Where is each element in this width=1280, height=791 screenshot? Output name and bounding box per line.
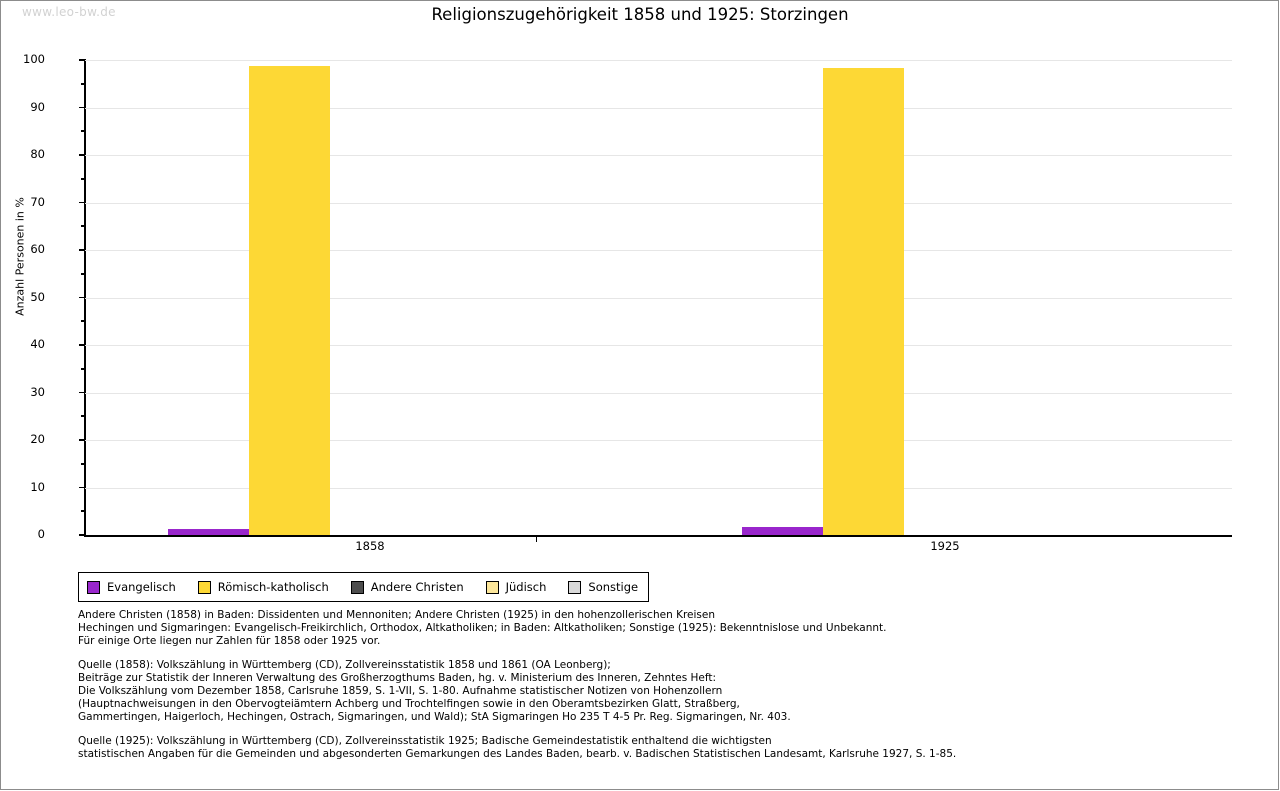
x-tick-label-1858: 1858: [355, 539, 385, 553]
y-axis-minor-tick: [81, 415, 85, 418]
y-axis-minor-tick: [81, 177, 85, 180]
footnote-block-1: Andere Christen (1858) in Baden: Disside…: [78, 609, 1228, 648]
y-axis-major-tick: [79, 344, 85, 346]
y-axis-major-tick: [79, 296, 85, 299]
gridline: [85, 202, 1232, 204]
y-axis-major-tick: [79, 439, 85, 441]
gridline: [85, 345, 1232, 346]
footnotes: Andere Christen (1858) in Baden: Disside…: [78, 609, 1228, 772]
chart-legend: Evangelisch Römisch-katholisch Andere Chri…: [78, 572, 650, 602]
gridline: [85, 155, 1232, 156]
gridline: [85, 297, 1232, 299]
footnote-line: Andere Christen (1858) in Baden: Disside…: [78, 609, 715, 621]
plot-area: [79, 59, 1232, 536]
y-tick-label: 20: [30, 432, 45, 446]
legend-item-evangelisch[interactable]: Evangelisch: [87, 580, 176, 594]
y-axis-major-tick: [79, 154, 85, 156]
y-tick-label: 40: [30, 337, 45, 351]
gridline: [85, 392, 1232, 394]
y-tick-label: 10: [30, 479, 45, 494]
bar-1858-evangelisch[interactable]: [167, 529, 249, 535]
y-axis-label: Anzahl Personen in %: [13, 197, 27, 316]
y-tick-label: 100: [23, 52, 45, 66]
y-axis-minor-tick: [81, 130, 85, 133]
y-axis-major-tick: [79, 534, 85, 536]
bar-1858-r-misch-katholisch[interactable]: [248, 65, 330, 535]
footnote-line: statistischen Angaben für die Gemeinden …: [78, 748, 957, 760]
site-watermark: www.leo-bw.de: [22, 5, 116, 19]
bar-1925-evangelisch[interactable]: [742, 526, 823, 535]
footnote-line: Beiträge zur Statistik der Inneren Verwa…: [78, 672, 717, 684]
footnote-line: Die Volkszählung vom Dezember 1858, Carl…: [78, 685, 723, 697]
legend-label: Andere Christen: [370, 580, 464, 594]
footnote-line: Gammertingen, Haigerloch, Hechingen, Ost…: [78, 711, 791, 723]
legend-swatch-icon: [350, 580, 364, 594]
y-tick-label: 30: [30, 384, 45, 399]
footnote-line: (Hauptnachweisungen in den Obervogteiämt…: [78, 698, 740, 710]
x-axis-line: [84, 535, 1232, 537]
legend-item-r-misch-katholisch[interactable]: Römisch-katholisch: [197, 580, 329, 594]
y-tick-label: 80: [30, 147, 45, 161]
y-axis-major-tick: [79, 391, 85, 394]
legend-label: Jüdisch: [505, 580, 547, 594]
gridline: [85, 60, 1232, 61]
y-tick-label: 60: [30, 242, 45, 256]
y-tick-label: 50: [30, 289, 45, 304]
legend-swatch-icon: [197, 580, 211, 594]
y-axis-major-tick: [79, 106, 85, 109]
y-axis-major-tick: [79, 59, 85, 61]
chart-plot-wrapper: Anzahl Personen in % 1858 1925 0 10 20 30 40…: [13, 52, 1232, 553]
y-tick-label: 0: [37, 527, 45, 541]
y-tick-label: 70: [30, 194, 45, 209]
legend-label: Römisch-katholisch: [217, 580, 329, 594]
y-axis-minor-tick: [81, 320, 85, 323]
y-axis-major-tick: [79, 201, 85, 204]
y-tick-label: 90: [30, 99, 45, 114]
legend-label: Evangelisch: [107, 580, 176, 594]
footnote-line: Quelle (1925): Volkszählung in Württembe…: [78, 735, 772, 747]
legend-label: Sonstige: [588, 580, 639, 594]
y-axis-major-tick: [79, 486, 85, 489]
legend-item-sonstige[interactable]: Sonstige: [568, 580, 638, 594]
legend-swatch-icon: [485, 580, 499, 594]
footnote-block-2: Quelle (1858): Volkszählung in Württembe…: [78, 659, 1228, 724]
footnote-line: Quelle (1858): Volkszählung in Württembe…: [78, 659, 611, 671]
x-tick-label-1925: 1925: [930, 539, 960, 553]
y-axis-minor-tick: [81, 225, 85, 228]
gridline: [85, 440, 1232, 441]
footnote-line: Hechingen und Sigmaringen: Evangelisch-F…: [78, 622, 887, 634]
legend-swatch-icon: [568, 580, 582, 594]
y-axis-minor-tick: [81, 462, 85, 465]
gridline: [85, 250, 1232, 251]
y-axis-minor-tick: [81, 367, 85, 370]
footnote-line: Für einige Orte liegen nur Zahlen für 18…: [78, 635, 381, 647]
gridline: [85, 107, 1232, 109]
legend-item-j-disch[interactable]: Jüdisch: [485, 580, 547, 594]
y-axis-minor-tick: [81, 82, 85, 85]
gridline: [85, 487, 1232, 489]
footnote-block-3: Quelle (1925): Volkszählung in Württembe…: [78, 735, 1228, 761]
y-axis-minor-tick: [81, 272, 85, 275]
y-axis-minor-tick: [81, 510, 85, 513]
y-axis-major-tick: [79, 249, 85, 251]
x-axis-center-tick: [535, 536, 538, 542]
bar-1925-r-misch-katholisch[interactable]: [823, 68, 904, 535]
legend-swatch-icon: [87, 580, 100, 594]
chart-title: Religionszugehörigkeit 1858 und 1925: St…: [431, 5, 849, 24]
legend-item-andere-christen[interactable]: Andere Christen: [350, 580, 464, 594]
